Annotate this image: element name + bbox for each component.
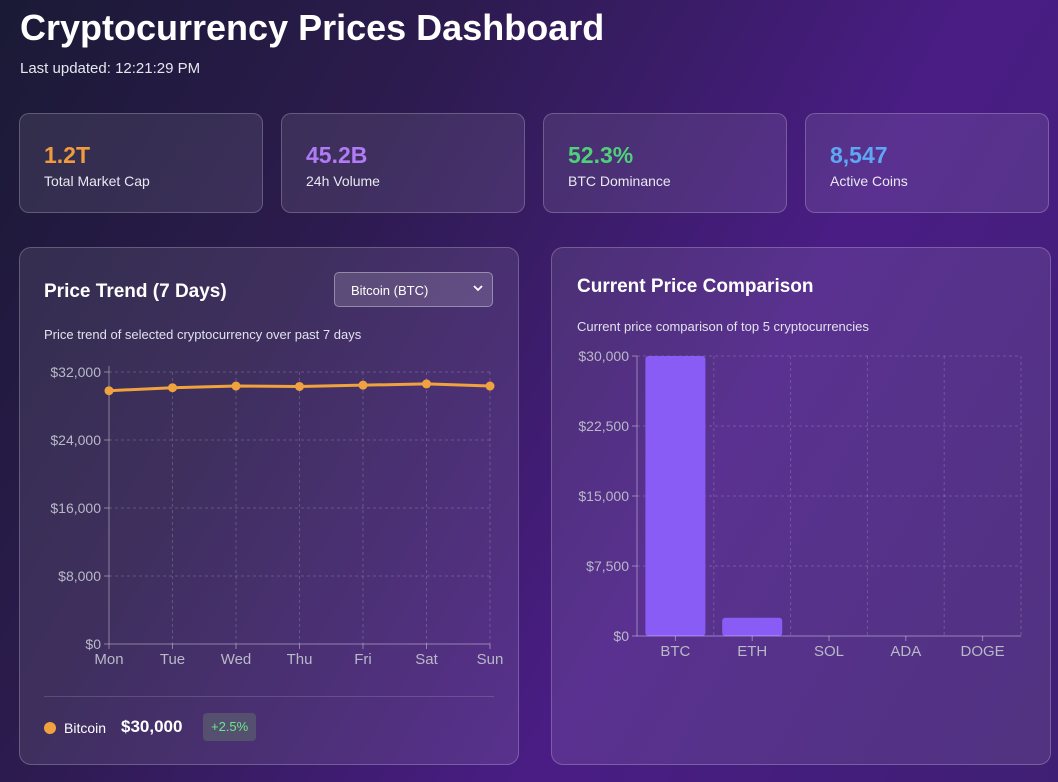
data-point [104, 386, 114, 396]
y-tick-label: $16,000 [50, 500, 101, 516]
coin-select-value: Bitcoin (BTC) [351, 283, 429, 298]
stat-label: Total Market Cap [44, 173, 150, 189]
price-comparison-panel: Current Price Comparison Current price c… [551, 247, 1051, 765]
legend-name: Bitcoin [64, 720, 107, 736]
price-change-badge: +2.5% [203, 713, 257, 741]
price-comparison-chart: $0 $7,500 $15,000 $22,500 $30,000 BTC ETH SOL AD… [578, 348, 1022, 660]
x-tick-label: DOGE [961, 643, 1005, 660]
stat-card-active-coins: 8,547 Active Coins [805, 113, 1049, 213]
page-title: Cryptocurrency Prices Dashboard [20, 7, 605, 48]
panel-title: Current Price Comparison [577, 276, 814, 297]
x-tick-label: Mon [94, 651, 123, 668]
y-tick-label: $0 [85, 636, 101, 652]
y-tick-label: $32,000 [50, 364, 101, 380]
y-tick-label: $8,000 [58, 568, 101, 584]
stat-label: 24h Volume [306, 173, 380, 189]
stat-value: 52.3% [568, 142, 634, 168]
y-tick-label: $30,000 [578, 348, 629, 364]
stat-value: 1.2T [44, 142, 91, 168]
bar-eth [722, 617, 783, 636]
x-tick-label: Thu [287, 651, 313, 668]
bar-btc [645, 356, 706, 636]
data-point [358, 380, 368, 390]
x-tick-label: SOL [814, 643, 844, 660]
x-tick-label: Wed [221, 651, 252, 668]
y-tick-label: $7,500 [586, 558, 629, 574]
y-tick-label: $24,000 [50, 432, 101, 448]
panel-title: Price Trend (7 Days) [44, 281, 227, 302]
y-tick-label: $15,000 [578, 488, 629, 504]
data-point [231, 381, 241, 391]
y-tick-label: $22,500 [578, 418, 629, 434]
x-tick-label: Tue [160, 651, 185, 668]
x-tick-label: Sun [477, 651, 504, 668]
data-point [295, 381, 304, 391]
x-tick-label: Fri [354, 651, 372, 668]
x-tick-label: BTC [660, 643, 690, 660]
price-trend-chart: $0 $8,000 $16,000 $24,000 $32,000 Mon Tue Wed Th… [50, 364, 504, 668]
last-updated: Last updated: 12:21:29 PM [20, 60, 201, 77]
x-tick-label: Sat [415, 651, 438, 668]
stat-label: Active Coins [830, 173, 908, 189]
stat-label: BTC Dominance [568, 173, 671, 189]
panel-description: Price trend of selected cryptocurrency o… [44, 327, 362, 342]
legend-price: $30,000 [121, 717, 183, 736]
legend-color-dot [44, 722, 56, 734]
data-point [168, 383, 177, 393]
stat-card-btc-dominance: 52.3% BTC Dominance [543, 113, 787, 213]
stat-value: 45.2B [306, 142, 368, 168]
y-tick-label: $0 [613, 628, 629, 644]
stat-card-market-cap: 1.2T Total Market Cap [19, 113, 263, 213]
price-trend-panel: Price Trend (7 Days) Bitcoin (BTC) Price… [19, 247, 519, 765]
panel-description: Current price comparison of top 5 crypto… [577, 319, 869, 334]
stat-value: 8,547 [830, 142, 888, 168]
data-point [422, 379, 431, 389]
coin-select[interactable]: Bitcoin (BTC) [334, 272, 493, 307]
stat-card-volume: 45.2B 24h Volume [281, 113, 525, 213]
x-tick-label: ETH [737, 643, 767, 660]
chevron-down-icon [473, 285, 483, 292]
data-point [485, 381, 495, 391]
x-tick-label: ADA [890, 643, 921, 660]
legend-divider [44, 696, 494, 697]
